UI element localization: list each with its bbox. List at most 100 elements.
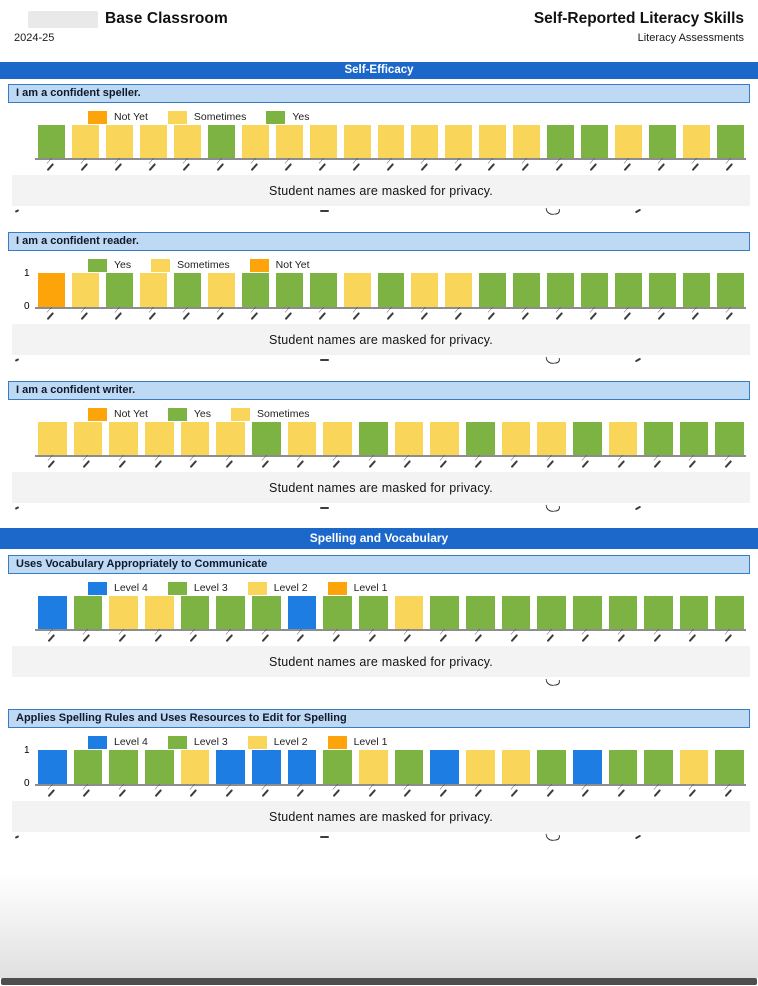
masked-label-stub (15, 209, 20, 213)
student-bar (683, 125, 711, 158)
masked-x-label (109, 633, 138, 646)
student-bar (572, 750, 602, 784)
masked-x-label (502, 459, 531, 472)
masked-label-stub (319, 836, 329, 838)
student-bar (287, 422, 317, 455)
plot (38, 422, 745, 455)
masked-label-stubs (8, 677, 750, 689)
legend-label: Level 2 (273, 582, 308, 594)
plot-area (8, 125, 750, 175)
chart-card-confident-reader: I am a confident reader. Yes Sometimes Not… (8, 232, 750, 367)
chart-title: I am a confident writer. (16, 384, 136, 396)
chart-title-bar: Uses Vocabulary Appropriately to Communi… (8, 555, 750, 574)
masked-label-stub (634, 357, 642, 363)
student-bar (109, 422, 138, 455)
plot (38, 273, 745, 307)
student-bar (207, 273, 235, 307)
student-bar (513, 125, 541, 158)
masked-x-label (466, 633, 495, 646)
student-bar (144, 422, 174, 455)
student-bar (501, 750, 531, 784)
legend-label: Yes (114, 259, 132, 271)
legend-item: Not Yet (88, 110, 148, 124)
masked-x-label (216, 788, 245, 801)
student-bar (216, 750, 245, 784)
student-bar (679, 750, 709, 784)
x-axis-line (35, 455, 746, 457)
masked-x-label (242, 311, 269, 324)
masked-label-stub (545, 206, 559, 216)
student-bar (572, 422, 602, 455)
chart-card-spelling-rules: Applies Spelling Rules and Uses Resource… (8, 709, 750, 844)
masked-x-label (609, 633, 638, 646)
masked-label-stubs (8, 832, 750, 844)
masked-x-label (513, 162, 540, 175)
student-bar (38, 125, 65, 158)
legend-item: Level 2 (247, 581, 308, 595)
plot (38, 125, 745, 158)
masked-x-label (573, 459, 602, 472)
masked-x-label (38, 162, 65, 175)
student-bar (309, 125, 337, 158)
student-bar (180, 750, 210, 784)
masked-x-label (276, 311, 303, 324)
student-bar (394, 596, 424, 629)
student-bar (649, 273, 677, 307)
legend-swatch (88, 407, 107, 421)
y-axis-tick-label: 0 (24, 778, 30, 789)
masked-x-label (359, 788, 388, 801)
student-bar (581, 273, 609, 307)
masked-x-label (683, 162, 710, 175)
plot-area (8, 596, 750, 646)
masked-x-label (717, 311, 744, 324)
legend-label: Not Yet (114, 408, 148, 420)
header-right: Self-Reported Literacy Skills Literacy A… (534, 10, 744, 44)
legend-item: Level 4 (88, 735, 148, 749)
student-bar (216, 422, 245, 455)
student-bar (501, 422, 531, 455)
student-bar (394, 422, 424, 455)
masked-x-label (411, 162, 438, 175)
chart-title-bar: Applies Spelling Rules and Uses Resource… (8, 709, 750, 728)
masked-x-label (74, 633, 103, 646)
student-bar (139, 125, 167, 158)
student-bar (411, 125, 439, 158)
x-axis-line (35, 784, 746, 786)
privacy-mask-band: Student names are masked for privacy. (12, 472, 750, 503)
plot (38, 596, 745, 629)
masked-x-label (581, 162, 608, 175)
masked-x-label (649, 311, 676, 324)
masked-x-labels (38, 631, 744, 646)
masked-x-label (323, 788, 352, 801)
masked-label-stub (15, 506, 20, 510)
privacy-note: Student names are masked for privacy. (269, 332, 493, 347)
masked-x-label (378, 311, 405, 324)
legend-swatch (151, 258, 171, 272)
masked-x-label (140, 162, 167, 175)
privacy-note: Student names are masked for privacy. (269, 809, 493, 824)
chart-title-bar: I am a confident speller. (8, 84, 750, 103)
masked-x-label (359, 459, 388, 472)
plot-area (8, 422, 750, 472)
student-bar (537, 750, 566, 784)
masked-x-label (288, 633, 317, 646)
masked-label-stub (545, 503, 559, 513)
legend-swatch (266, 110, 286, 124)
legend-label: Level 3 (193, 582, 228, 594)
legend-label: Level 4 (114, 582, 148, 594)
student-bar (547, 125, 575, 158)
masked-x-label (430, 788, 459, 801)
student-bar (323, 596, 352, 629)
masked-x-label (609, 459, 638, 472)
masked-label-stub (634, 208, 642, 214)
masked-x-label (38, 788, 67, 801)
masked-x-label (466, 788, 495, 801)
student-bar (358, 596, 388, 629)
chart-title-bar: I am a confident reader. (8, 232, 750, 251)
student-bar (644, 422, 673, 455)
student-bar (275, 125, 303, 158)
legend: Level 4 Level 3 Level 2 Level 1 (8, 735, 750, 749)
student-bar (241, 125, 269, 158)
student-bar (251, 750, 281, 784)
masked-x-label (479, 311, 506, 324)
